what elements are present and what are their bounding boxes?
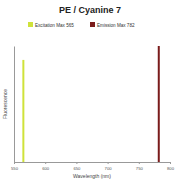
x-tick-label: 550 (11, 166, 19, 171)
x-axis-title: Wavelength (nm) (73, 173, 111, 179)
x-tick-mark (170, 162, 171, 164)
x-tick-label: 750 (136, 166, 144, 171)
x-tick-mark (76, 162, 77, 164)
legend-label: Emission Max 782 (97, 23, 135, 28)
x-tick: 700 (105, 162, 113, 171)
legend-swatch (28, 22, 33, 27)
plot: 550 600 650 700 750 800 (11, 46, 175, 171)
x-tick: 650 (73, 162, 81, 171)
x-tick-mark (108, 162, 109, 164)
legend-label: Excitation Max 565 (35, 23, 74, 28)
x-tick-label: 700 (105, 166, 113, 171)
x-axis-line (15, 163, 171, 165)
y-axis-title: Fluorescence (2, 89, 8, 119)
x-tick: 600 (42, 162, 50, 171)
legend-swatch (90, 22, 95, 27)
x-tick-label: 600 (42, 166, 50, 171)
chart-svg: 550 600 650 700 750 800 PE / Cyanine 7 Excitati… (0, 0, 180, 180)
x-tick-mark (45, 162, 46, 164)
x-tick: 750 (136, 162, 144, 171)
bar (158, 46, 160, 162)
x-axis: 550 600 650 700 750 800 (11, 162, 175, 171)
x-tick: 550 (11, 162, 19, 171)
x-tick-mark (139, 162, 140, 164)
marks (22, 46, 159, 162)
y-axis-line (14, 47, 15, 163)
legend: Excitation Max 565 Emission Max 782 (28, 22, 135, 28)
chart-container: 550 600 650 700 750 800 PE / Cyanine 7 Excitati… (0, 0, 180, 180)
title: PE / Cyanine 7 (59, 5, 121, 15)
x-tick-label: 800 (167, 166, 175, 171)
y-axis (14, 47, 15, 163)
bar (22, 60, 24, 162)
x-tick-label: 650 (73, 166, 81, 171)
x-tick: 800 (167, 162, 175, 171)
